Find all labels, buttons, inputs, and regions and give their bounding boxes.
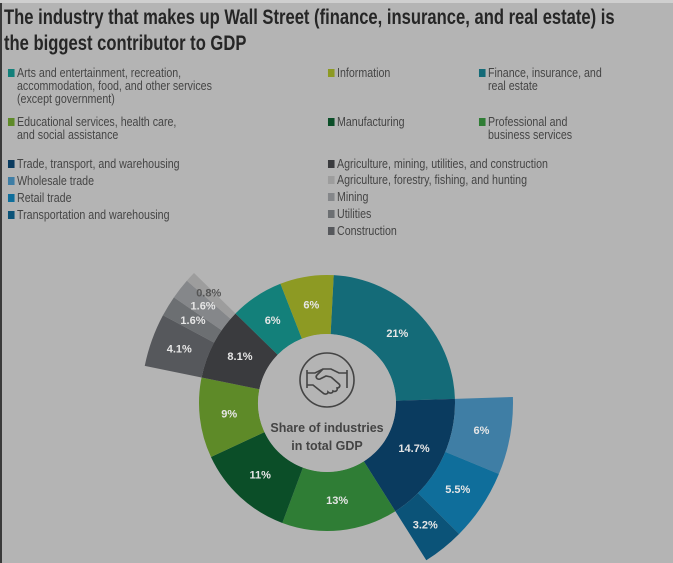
legend-swatch [327,160,335,168]
segment-4 [199,377,265,458]
legend-label: real estate [488,78,538,93]
legend-label: Educational services, health care, [17,114,177,129]
legend-item: Finance, insurance, and real estate [478,65,602,93]
legend-label: Transportation and warehousing [17,207,170,222]
sub-segment [445,396,513,475]
segment-0 [330,275,455,401]
legend-item: Trade, transport, and warehousing [7,156,180,171]
legend-item: Information [327,65,391,80]
data-label: 0.8% [196,288,221,300]
data-label: 8.1% [227,351,252,363]
legend-swatch [7,177,15,185]
legend-swatch [7,194,15,202]
legend-label: accommodation, food, and other services [17,78,212,93]
handshake-icon [299,352,355,408]
data-label: 1.6% [180,315,205,327]
legend-label: Retail trade [17,190,72,205]
legend-label: and social assistance [17,127,119,142]
legend-label: Trade, transport, and warehousing [17,156,180,171]
legend-label: Construction [337,223,397,238]
data-label: 5.5% [445,484,470,496]
legend-item: Arts and entertainment, recreation, accom… [7,65,212,106]
legend-item: Agriculture, mining, utilities, and cons… [327,156,548,171]
legend-label: Finance, insurance, and [488,65,602,80]
legend-swatch [327,69,335,77]
legend-swatch [478,118,486,126]
legend-label: business services [488,127,573,142]
legend-label: Agriculture, forestry, fishing, and hunt… [337,172,528,187]
segment-7 [280,274,334,339]
center-label: in total GDP [291,439,363,453]
legend-label: Information [337,65,391,80]
data-label: 3.2% [413,519,438,531]
legend-swatch [327,227,335,235]
data-label: 11% [249,469,271,481]
left-border [0,3,2,563]
legend-label: Mining [337,189,369,204]
data-label: 6% [474,425,490,437]
sub-segment [173,280,231,331]
sub-segment [395,493,460,561]
data-label: 4.1% [167,344,192,356]
sub-segment [144,315,215,378]
data-label: 9% [221,408,237,420]
legend-swatch [327,176,335,184]
data-label: 13% [326,495,348,507]
legend-label: Manufacturing [337,114,405,129]
segment-6 [235,283,302,355]
legend-item: Construction [327,223,397,238]
legend-item: Utilities [327,206,372,221]
data-label: 6% [265,315,281,327]
legend-item: Professional and business services [478,114,573,142]
legend-item: Retail trade [7,190,72,205]
legend-item: Manufacturing [327,114,405,129]
legend-item: Wholesale trade [7,173,95,188]
legend-item: Educational services, health care, and so… [7,114,177,142]
center-label: Share of industries [270,421,383,435]
chart-title: The industry that makes up Wall Street (… [4,6,615,55]
legend-swatch [7,118,15,126]
segment-2 [282,461,396,531]
legend-swatch [478,69,486,77]
legend-swatch [327,193,335,201]
legend-label: Professional and [488,114,568,129]
legend-label: Agriculture, mining, utilities, and cons… [337,156,548,171]
data-label: 21% [386,328,408,340]
data-label: 6% [303,300,319,312]
sub-segment [186,272,236,319]
legend-swatch [7,211,15,219]
legend-label: Wholesale trade [17,173,95,188]
legend-swatch [327,118,335,126]
segment-5 [201,313,278,390]
center-circle [258,334,396,472]
top-border [0,0,673,3]
segment-3 [210,432,303,523]
segment-1 [363,398,456,512]
legend-item: Transportation and warehousing [7,207,170,222]
legend-item: Mining [327,189,369,204]
legend-label: Arts and entertainment, recreation, [17,65,182,80]
data-label: 1.6% [191,301,216,313]
legend-swatch [7,160,15,168]
sub-segment [162,297,222,343]
legend-swatch [7,69,15,77]
legend-item: Agriculture, forestry, fishing, and hunt… [327,172,528,187]
data-label: 14.7% [398,443,429,455]
sub-segment [417,451,499,534]
legend-label: (except government) [17,91,115,106]
legend-swatch [327,210,335,218]
legend-label: Utilities [337,206,372,221]
